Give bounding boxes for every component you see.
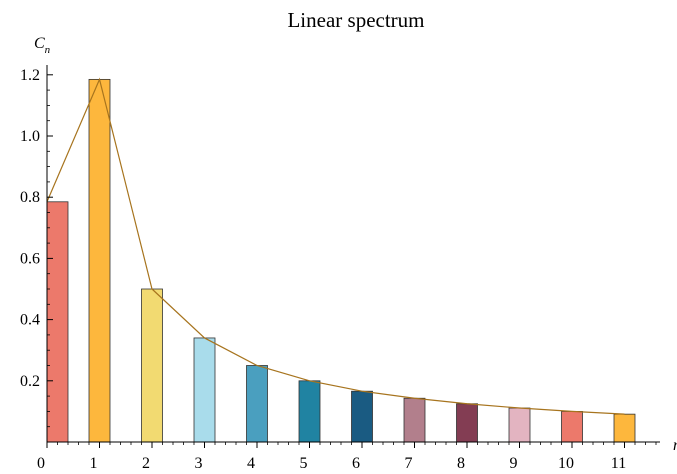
y-axis-label: Cn — [34, 35, 51, 56]
spectrum-connecting-line — [47, 79, 625, 414]
x-tick-label: 0 — [37, 455, 45, 472]
x-tick-label: 3 — [195, 455, 203, 472]
y-axis-label-subscript: n — [45, 44, 51, 56]
y-tick-label: 0.4 — [20, 312, 40, 329]
y-tick-label: 0.6 — [20, 250, 40, 267]
x-axis-label: n — [673, 437, 677, 454]
x-tick-label: 10 — [558, 455, 574, 472]
bar-n0 — [47, 202, 68, 442]
bar-n1 — [89, 79, 110, 442]
y-tick-label: 1.0 — [20, 128, 40, 145]
bar-n11 — [614, 414, 635, 442]
x-tick-label: 9 — [510, 455, 518, 472]
bar-n2 — [142, 289, 163, 442]
x-tick-label: 1 — [90, 455, 98, 472]
y-tick-label: 1.2 — [20, 67, 40, 84]
bar-n3 — [194, 338, 215, 442]
y-axis-label-main: C — [34, 35, 45, 52]
x-tick-label: 8 — [457, 455, 465, 472]
bar-n4 — [247, 366, 268, 443]
bar-n10 — [562, 411, 583, 442]
x-tick-label: 6 — [352, 455, 360, 472]
x-tick-label: 2 — [142, 455, 150, 472]
chart-title: Linear spectrum — [287, 8, 424, 32]
y-tick-label: 0.8 — [20, 189, 40, 206]
bar-n8 — [457, 404, 478, 442]
bar-n9 — [509, 408, 530, 442]
bar-n7 — [404, 398, 425, 442]
x-tick-label: 5 — [300, 455, 308, 472]
x-tick-label: 11 — [611, 455, 626, 472]
x-tick-label: 4 — [247, 455, 255, 472]
x-tick-label: 7 — [405, 455, 413, 472]
bar-n6 — [352, 391, 373, 442]
y-tick-label: 0.2 — [20, 373, 40, 390]
bar-n5 — [299, 381, 320, 442]
